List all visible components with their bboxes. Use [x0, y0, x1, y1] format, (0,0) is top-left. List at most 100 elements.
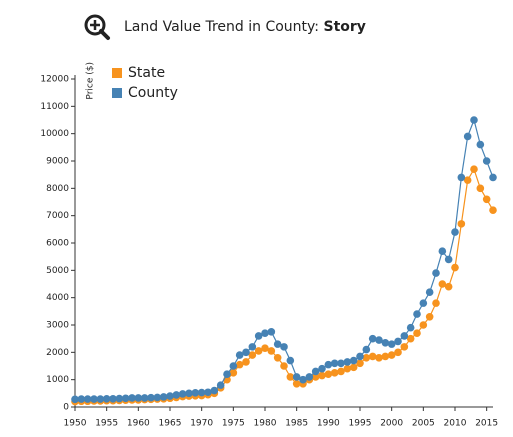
series-line [74, 118, 494, 400]
point [311, 367, 320, 376]
point [267, 347, 276, 355]
point [482, 157, 491, 165]
y-tick-label: 3000 [46, 321, 69, 331]
point [273, 354, 282, 362]
y-tick-label: 8000 [46, 184, 69, 194]
point [470, 116, 478, 124]
legend-swatch [112, 68, 122, 78]
point [349, 356, 358, 365]
point [140, 394, 149, 402]
y-tick-label: 11000 [40, 102, 69, 112]
point [216, 381, 225, 389]
x-tick-label: 1980 [254, 419, 277, 429]
point [343, 364, 352, 373]
point [318, 371, 326, 380]
point [242, 358, 250, 366]
point [381, 352, 390, 361]
point [413, 310, 421, 318]
y-tick-label: 0 [63, 403, 69, 413]
point [286, 373, 295, 381]
point [343, 358, 352, 366]
y-tick-label: 5000 [46, 266, 69, 276]
point [425, 288, 434, 297]
point [387, 351, 396, 359]
point [311, 373, 320, 381]
point [242, 348, 250, 357]
point [438, 247, 447, 255]
point [324, 360, 333, 369]
y-tick-label: 7000 [46, 211, 69, 221]
point [115, 394, 124, 403]
point [210, 386, 219, 395]
zoom-icon[interactable] [84, 14, 110, 40]
point [381, 338, 390, 347]
point [248, 343, 257, 351]
point [159, 393, 168, 401]
point [254, 332, 263, 340]
point [166, 392, 174, 400]
point [457, 220, 466, 228]
x-tick-label: 1960 [127, 419, 150, 429]
chart-title: Land Value Trend in County: Story [124, 19, 366, 35]
point [394, 337, 402, 346]
point [451, 228, 459, 236]
point [368, 334, 377, 343]
point [419, 299, 428, 307]
point [463, 132, 472, 141]
point [362, 354, 371, 362]
point [438, 280, 447, 288]
point [419, 321, 428, 329]
point [292, 373, 301, 381]
x-tick-label: 2000 [380, 419, 403, 429]
point [400, 332, 409, 340]
point [197, 388, 206, 397]
point [292, 379, 301, 388]
point [102, 395, 111, 403]
point [349, 363, 358, 372]
point [463, 176, 472, 184]
y-tick-label: 4000 [46, 293, 69, 303]
point [71, 395, 79, 404]
point [425, 313, 434, 321]
point [235, 360, 244, 369]
point [235, 351, 244, 359]
point [476, 184, 485, 193]
point [476, 140, 485, 149]
x-tick-label: 1995 [349, 419, 372, 429]
point [444, 255, 453, 264]
point [305, 373, 314, 381]
y-tick-label: 10000 [40, 129, 69, 139]
x-tick-label: 2015 [475, 419, 498, 429]
legend-label: County [128, 85, 178, 101]
point [280, 362, 288, 370]
x-tick-label: 1955 [95, 419, 118, 429]
point [77, 395, 86, 403]
legend-label: State [128, 65, 165, 81]
point [324, 370, 333, 379]
point [83, 395, 92, 403]
point [280, 343, 288, 351]
point [128, 394, 136, 402]
point [153, 393, 162, 402]
point [96, 395, 105, 403]
title-text: Land Value Trend in County: [124, 19, 319, 35]
point [482, 195, 491, 204]
y-tick-label: 2000 [46, 348, 69, 358]
point [273, 340, 282, 348]
point [229, 362, 238, 370]
point [406, 323, 415, 332]
point [109, 395, 117, 403]
point [330, 359, 339, 368]
point [261, 344, 269, 353]
y-tick-label: 9000 [46, 157, 69, 167]
point [299, 375, 307, 384]
point [406, 334, 415, 343]
point [457, 173, 466, 182]
point [337, 367, 345, 376]
point [356, 352, 364, 361]
y-tick-label: 1000 [46, 375, 69, 385]
point [185, 389, 193, 398]
point [337, 359, 345, 368]
point [191, 388, 200, 397]
